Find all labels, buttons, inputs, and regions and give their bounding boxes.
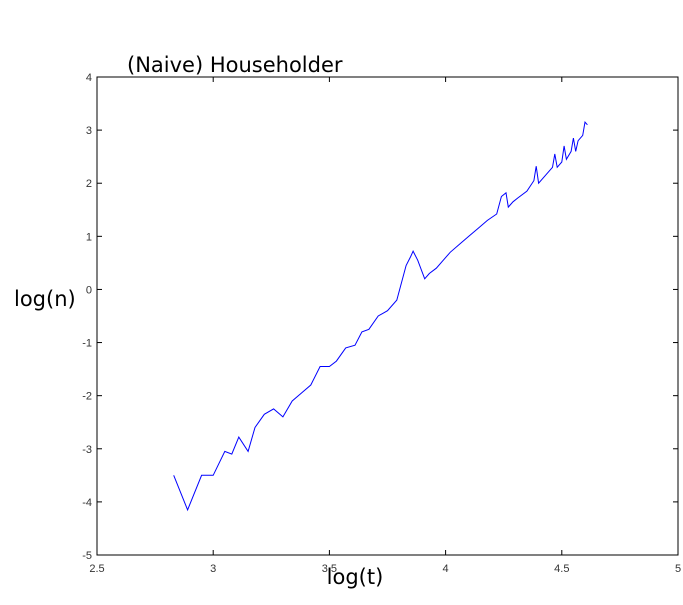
- y-tick-label: 3: [86, 125, 92, 137]
- x-tick-label: 4: [443, 563, 449, 575]
- x-tick-label: 4.5: [554, 563, 569, 575]
- axis-tick-labels: 2.5 3 3.5 4 4.5 5 4 3 2 1 0 -1 -2 -3 -4 -5: [82, 72, 681, 575]
- x-tick-label: 2.5: [89, 563, 104, 575]
- x-tick-label: 5: [675, 563, 681, 575]
- y-axis-label: log(n): [14, 287, 76, 311]
- x-tick-label: 3.5: [322, 563, 337, 575]
- y-tick-label: -2: [82, 391, 92, 403]
- series-line: [173, 120, 588, 512]
- axis-ticks: [96, 76, 679, 556]
- y-tick-label: 4: [86, 72, 92, 84]
- y-tick-label: -5: [82, 550, 92, 562]
- y-tick-label: 1: [86, 231, 92, 243]
- y-tick-label: -4: [82, 497, 92, 509]
- x-tick-label: 3: [210, 563, 216, 575]
- y-tick-label: 0: [86, 284, 92, 296]
- y-tick-label: -3: [82, 444, 92, 456]
- chart-title: (Naive) Householder: [127, 53, 343, 77]
- x-axis-label: log(t): [327, 565, 384, 589]
- plot-area: [96, 76, 679, 556]
- y-tick-label: -1: [82, 338, 92, 350]
- y-tick-label: 2: [86, 178, 92, 190]
